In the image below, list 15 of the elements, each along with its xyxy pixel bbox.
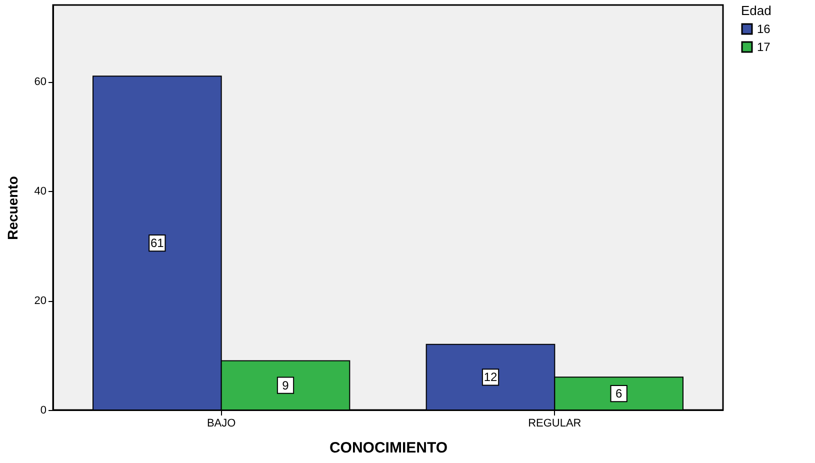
data-label: 12 xyxy=(484,370,498,384)
y-axis-title: Recuento xyxy=(4,176,20,240)
legend-label: 16 xyxy=(757,22,771,36)
legend-label: 17 xyxy=(757,40,771,54)
data-label: 6 xyxy=(615,386,622,401)
x-axis-title: CONOCIMIENTO xyxy=(329,440,448,456)
data-label: 9 xyxy=(282,378,290,392)
y-tick-label: 60 xyxy=(34,76,46,88)
x-tick-label: BAJO xyxy=(206,418,236,430)
data-label: 61 xyxy=(150,236,164,250)
y-tick-label: 20 xyxy=(34,295,46,308)
y-tick-label: 0 xyxy=(40,404,46,416)
y-tick-label: 40 xyxy=(34,186,46,198)
x-tick-label: REGULAR xyxy=(528,418,582,430)
legend-title: Edad xyxy=(741,3,772,18)
